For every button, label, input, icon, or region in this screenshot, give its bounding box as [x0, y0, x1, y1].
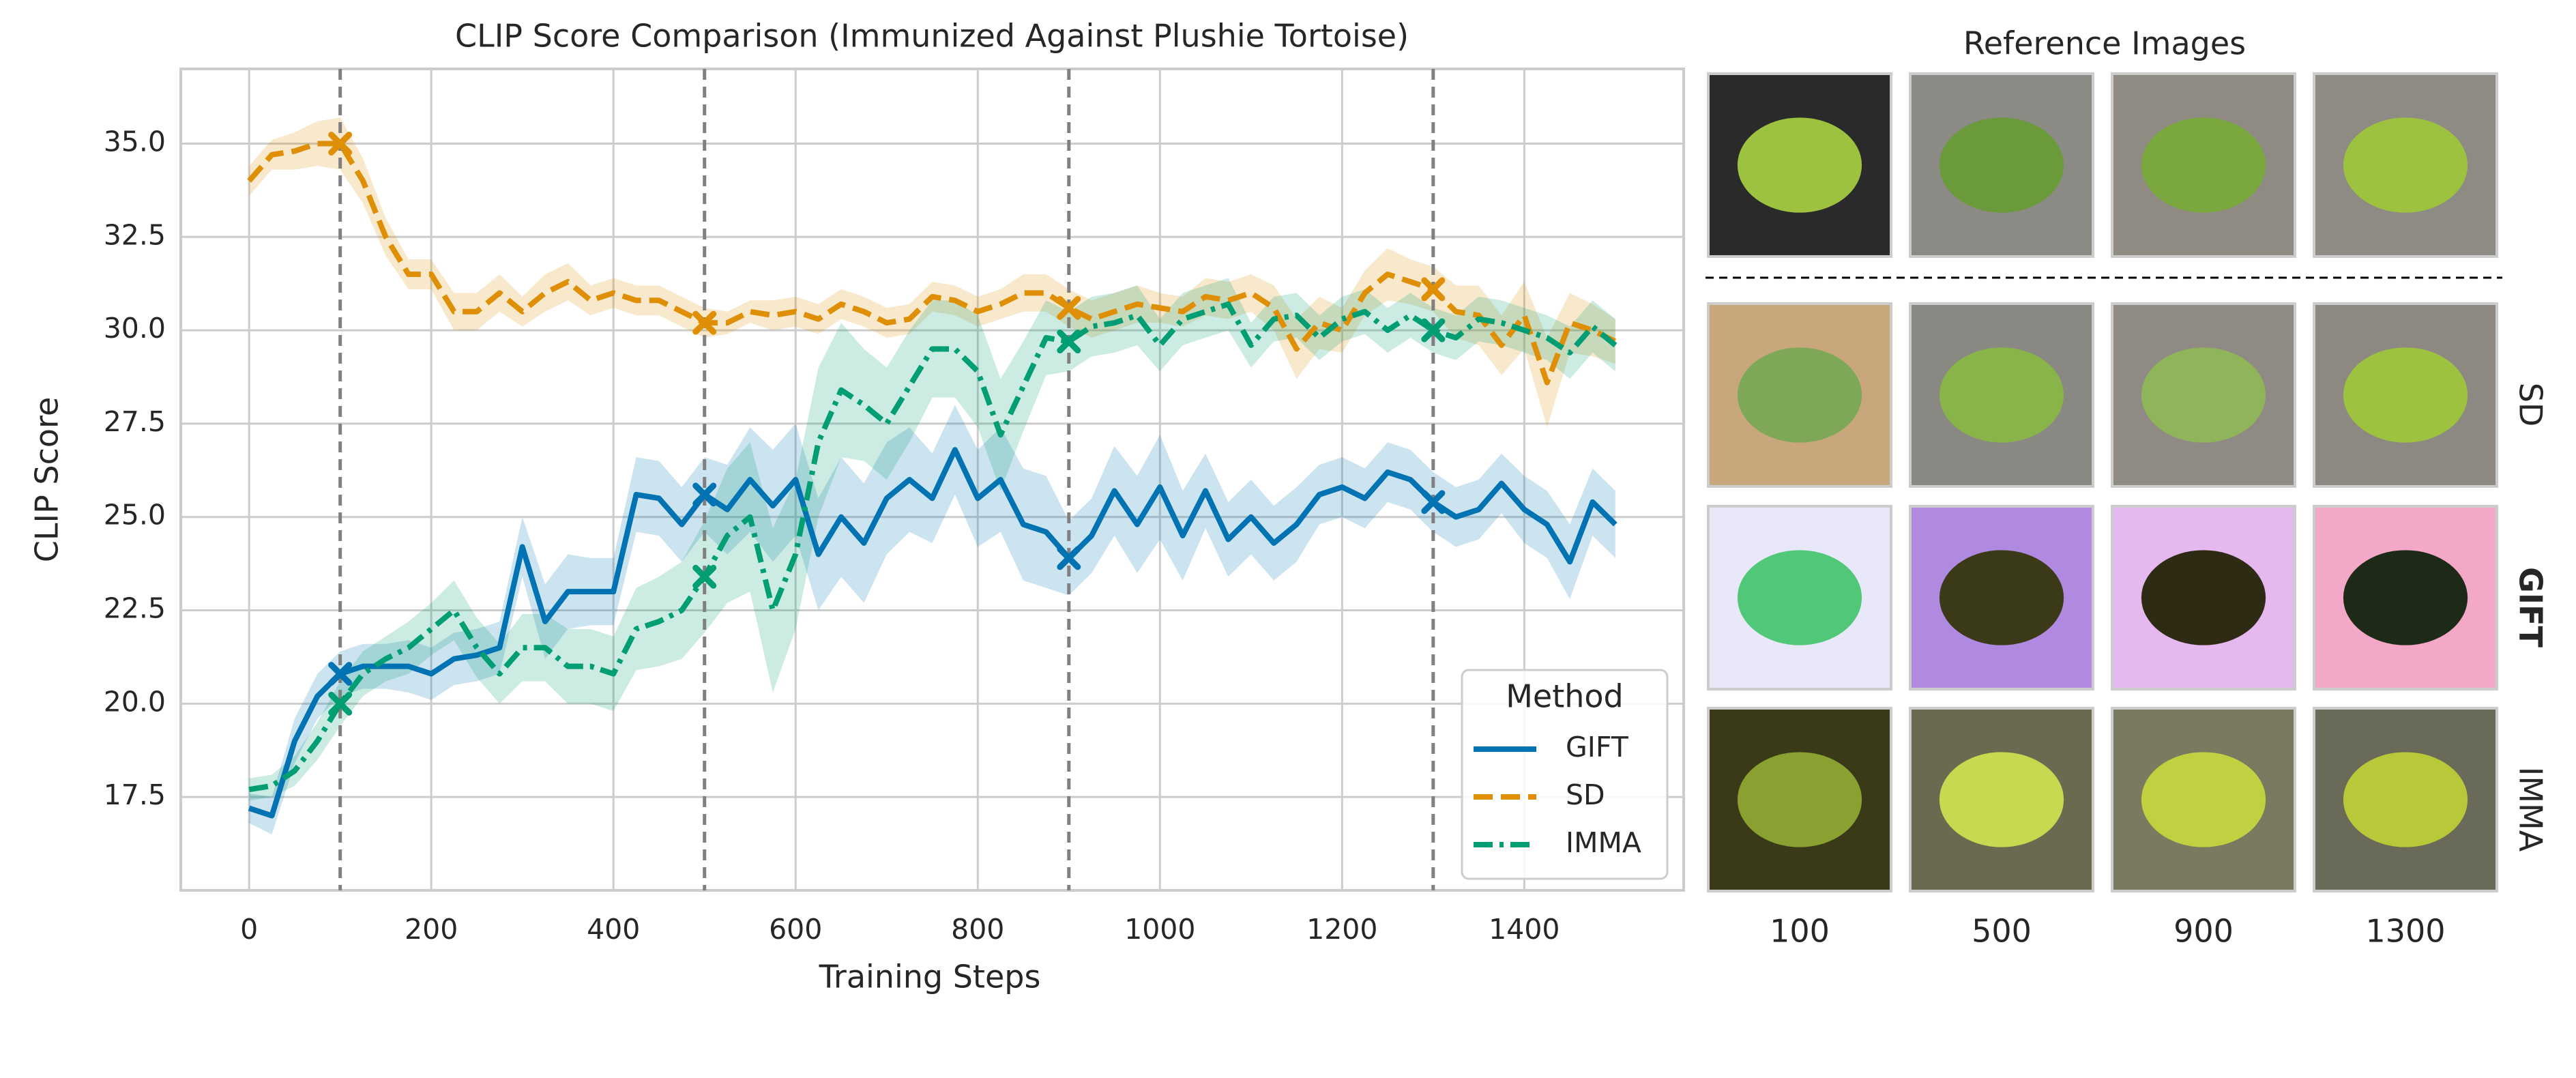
x-tick-label: 0 — [240, 913, 258, 946]
legend-label: GIFT — [1566, 731, 1629, 763]
y-tick-label: 22.5 — [104, 592, 166, 625]
step-marker — [692, 310, 717, 335]
step-marker — [1421, 490, 1446, 514]
legend-box — [1461, 669, 1669, 880]
image-subject — [2343, 550, 2468, 645]
legend-label: SD — [1566, 778, 1605, 811]
legend-title: Method — [1506, 678, 1624, 715]
image-subject — [1737, 752, 1862, 847]
image-subject — [1939, 117, 2064, 213]
step-marker — [692, 564, 717, 589]
y-axis-label: CLIP Score — [29, 397, 65, 563]
confidence-band — [249, 405, 1615, 834]
image-subject — [1939, 752, 2064, 847]
y-tick-label: 25.0 — [104, 499, 166, 531]
plot-area — [247, 69, 1618, 890]
y-tick-label: 32.5 — [104, 218, 166, 251]
y-tick-label: 35.0 — [104, 125, 166, 158]
step-marker — [328, 131, 353, 156]
step-marker — [1057, 330, 1081, 354]
plot-frame — [179, 68, 1685, 892]
x-tick-label: 800 — [951, 913, 1004, 946]
image-subject — [1939, 347, 2064, 443]
row-label: GIFT — [2513, 567, 2549, 647]
step-marker — [692, 482, 717, 507]
image-subject — [1737, 347, 1862, 443]
image-subject — [2141, 550, 2266, 645]
series-line — [248, 301, 1618, 793]
image-subject — [1737, 550, 1862, 645]
y-tick-label: 17.5 — [104, 778, 166, 811]
series-line — [247, 141, 1617, 385]
step-marker — [1421, 277, 1446, 302]
x-tick-label: 1200 — [1306, 913, 1377, 946]
row-label: SD — [2513, 383, 2549, 427]
column-label: 1300 — [2365, 913, 2445, 950]
x-tick-label: 600 — [769, 913, 822, 946]
image-subject — [2141, 752, 2266, 847]
column-label: 100 — [1770, 913, 1830, 950]
column-label: 900 — [2174, 913, 2234, 950]
x-tick-label: 200 — [405, 913, 458, 946]
image-subject — [2141, 117, 2266, 213]
chart-title: CLIP Score Comparison (Immunized Against… — [455, 18, 1409, 55]
x-tick-label: 400 — [587, 913, 640, 946]
legend-label: IMMA — [1566, 826, 1641, 859]
image-subject — [2343, 117, 2468, 213]
row-label: IMMA — [2513, 767, 2549, 852]
y-tick-label: 27.5 — [104, 405, 166, 438]
column-label: 500 — [1972, 913, 2032, 950]
confidence-band — [249, 278, 1615, 801]
grid-title: Reference Images — [1963, 25, 2246, 62]
image-subject — [1737, 117, 1862, 213]
step-marker — [328, 691, 353, 716]
image-subject — [2141, 347, 2266, 443]
y-tick-label: 30.0 — [104, 312, 166, 345]
step-marker — [1057, 295, 1081, 320]
y-tick-label: 20.0 — [104, 685, 166, 718]
image-subject — [2343, 347, 2468, 443]
step-marker — [1057, 546, 1081, 570]
x-tick-label: 1000 — [1124, 913, 1195, 946]
image-subject — [1939, 550, 2064, 645]
x-tick-label: 1400 — [1489, 913, 1560, 946]
step-marker — [1421, 318, 1446, 343]
x-axis-label: Training Steps — [819, 959, 1041, 995]
step-marker — [328, 662, 353, 686]
image-subject — [2343, 752, 2468, 847]
series-line — [248, 447, 1618, 819]
